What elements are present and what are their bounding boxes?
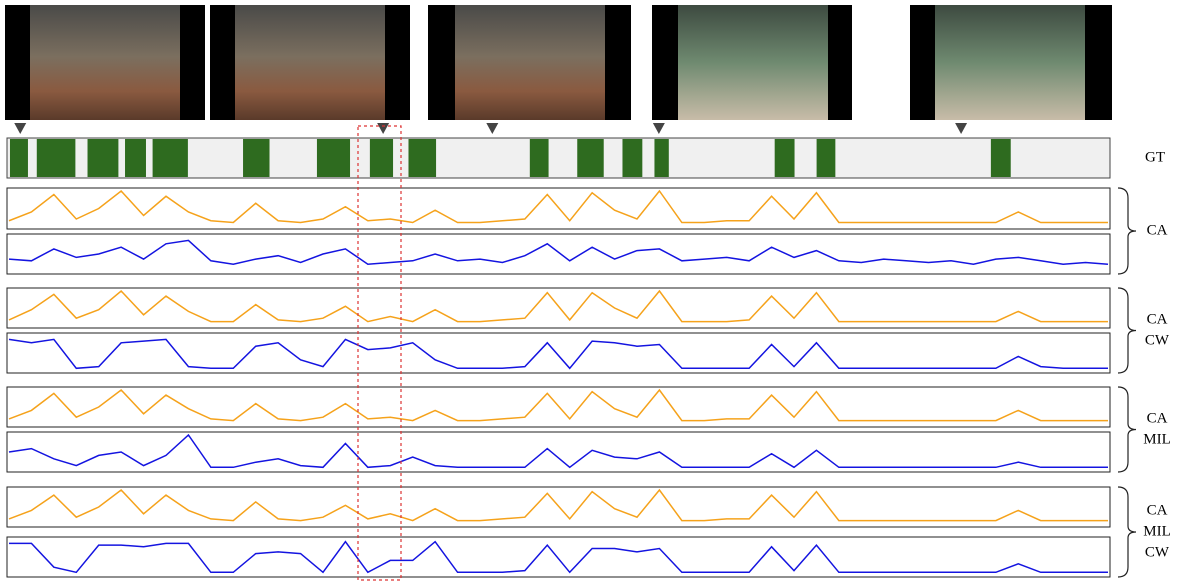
score-line	[8, 433, 1108, 469]
score-line	[8, 388, 1108, 422]
frame-marker	[652, 123, 665, 134]
method-label: MIL	[1143, 431, 1171, 447]
frame-marker	[486, 123, 499, 134]
gt-segment	[152, 139, 188, 177]
thumbnail-image	[935, 5, 1085, 120]
score-line	[8, 488, 1108, 522]
thumbnail-image	[455, 5, 605, 120]
brace	[1117, 187, 1137, 275]
plot-frame	[6, 431, 1111, 473]
plot-frame	[6, 233, 1111, 275]
method-label: MIL	[1143, 523, 1171, 539]
brace	[1117, 287, 1137, 374]
score-line	[8, 189, 1108, 224]
thumbnails	[5, 5, 1112, 120]
gt-segment	[36, 139, 76, 177]
method-label: CA	[1147, 222, 1168, 238]
method-label: CA	[1147, 502, 1168, 518]
gt-segment	[125, 139, 146, 177]
plot-frame	[6, 536, 1111, 578]
score-line	[8, 338, 1108, 370]
gt-segment	[990, 139, 1011, 177]
gt-segment	[243, 139, 270, 177]
score-line	[8, 239, 1109, 265]
gt-segment	[654, 139, 669, 177]
gt-segment	[408, 139, 437, 177]
gt-label: GT	[1145, 149, 1165, 165]
gt-segment	[816, 139, 836, 177]
method-label: CW	[1145, 332, 1170, 348]
gt-segment	[577, 139, 604, 177]
highlight-box	[357, 125, 402, 581]
thumbnail-image	[678, 5, 828, 120]
score-line	[9, 540, 1108, 574]
gt-segment	[774, 139, 795, 177]
brace	[1117, 486, 1137, 578]
thumbnail-image	[235, 5, 385, 120]
method-label: CA	[1147, 410, 1168, 426]
gt-segment	[622, 139, 643, 177]
frame-marker	[14, 123, 27, 134]
frame-marker	[377, 123, 390, 134]
method-label: CW	[1145, 544, 1170, 560]
gt-segment	[87, 139, 119, 177]
brace	[1117, 386, 1137, 473]
frame-marker	[955, 123, 968, 134]
method-label: CA	[1147, 311, 1168, 327]
score-line	[8, 289, 1108, 323]
gt-segment	[316, 139, 351, 177]
gt-segment	[529, 139, 549, 177]
gt-segment	[9, 139, 28, 177]
plot-frame	[6, 332, 1111, 374]
gt-background	[6, 137, 1111, 179]
thumbnail-image	[30, 5, 180, 120]
gt-segment	[369, 139, 394, 177]
